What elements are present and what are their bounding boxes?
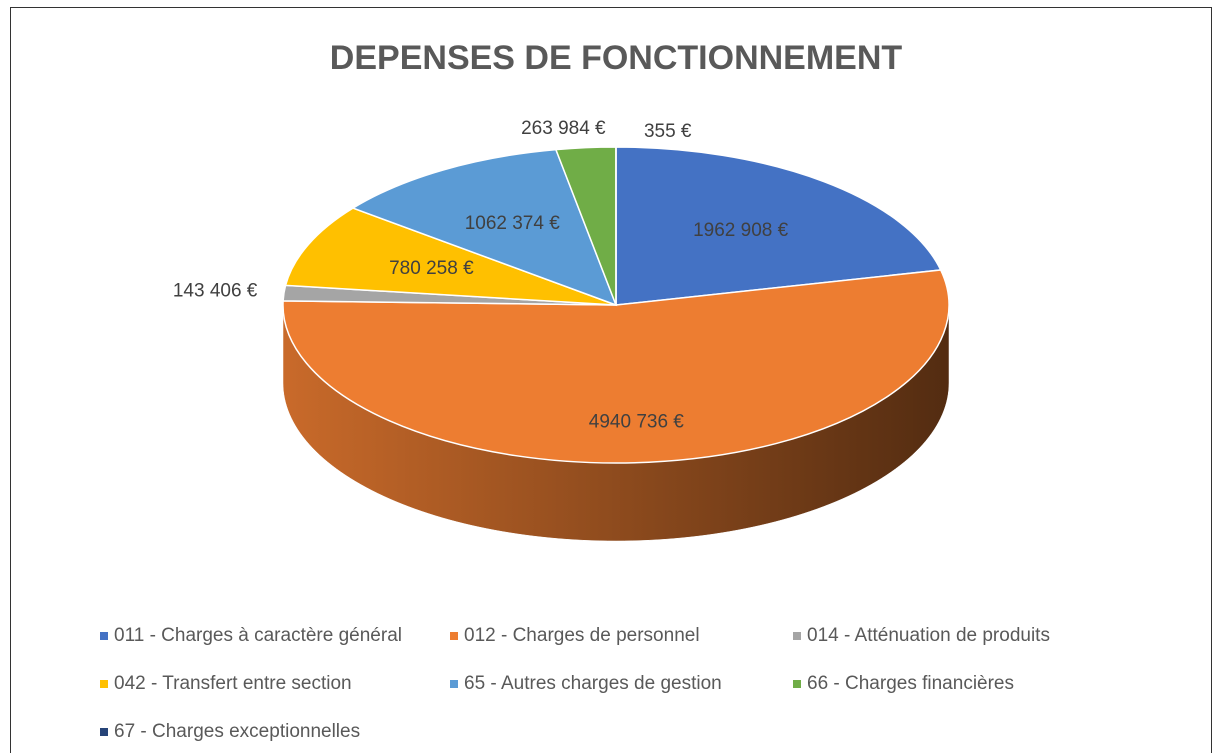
data-label: 1062 374 € bbox=[465, 213, 561, 234]
chart-title: DEPENSES DE FONCTIONNEMENT bbox=[330, 39, 903, 77]
legend-label: 66 - Charges financières bbox=[807, 673, 1014, 694]
legend-swatch bbox=[100, 632, 108, 640]
legend-swatch bbox=[793, 680, 801, 688]
legend-swatch bbox=[100, 728, 108, 736]
legend-label: 67 - Charges exceptionnelles bbox=[114, 721, 360, 742]
data-label: 780 258 € bbox=[389, 258, 474, 279]
slice bbox=[282, 269, 950, 464]
data-label: 1962 908 € bbox=[693, 220, 789, 241]
legend-label: 014 - Atténuation de produits bbox=[807, 625, 1050, 646]
data-label: 143 406 € bbox=[173, 281, 258, 302]
legend-label: 011 - Charges à caractère général bbox=[114, 625, 402, 646]
legend-swatch bbox=[450, 632, 458, 640]
data-label: 4940 736 € bbox=[589, 411, 685, 432]
legend-swatch bbox=[100, 680, 108, 688]
data-label: 355 € bbox=[644, 121, 692, 142]
legend-swatch bbox=[793, 632, 801, 640]
legend-label: 012 - Charges de personnel bbox=[464, 625, 700, 646]
legend-label: 65 - Autres charges de gestion bbox=[464, 673, 722, 694]
slice bbox=[284, 207, 617, 306]
slice bbox=[615, 146, 942, 306]
slice bbox=[351, 148, 618, 307]
data-label: 263 984 € bbox=[521, 118, 606, 139]
legend-swatch bbox=[450, 680, 458, 688]
legend-label: 042 - Transfert entre section bbox=[114, 673, 352, 694]
